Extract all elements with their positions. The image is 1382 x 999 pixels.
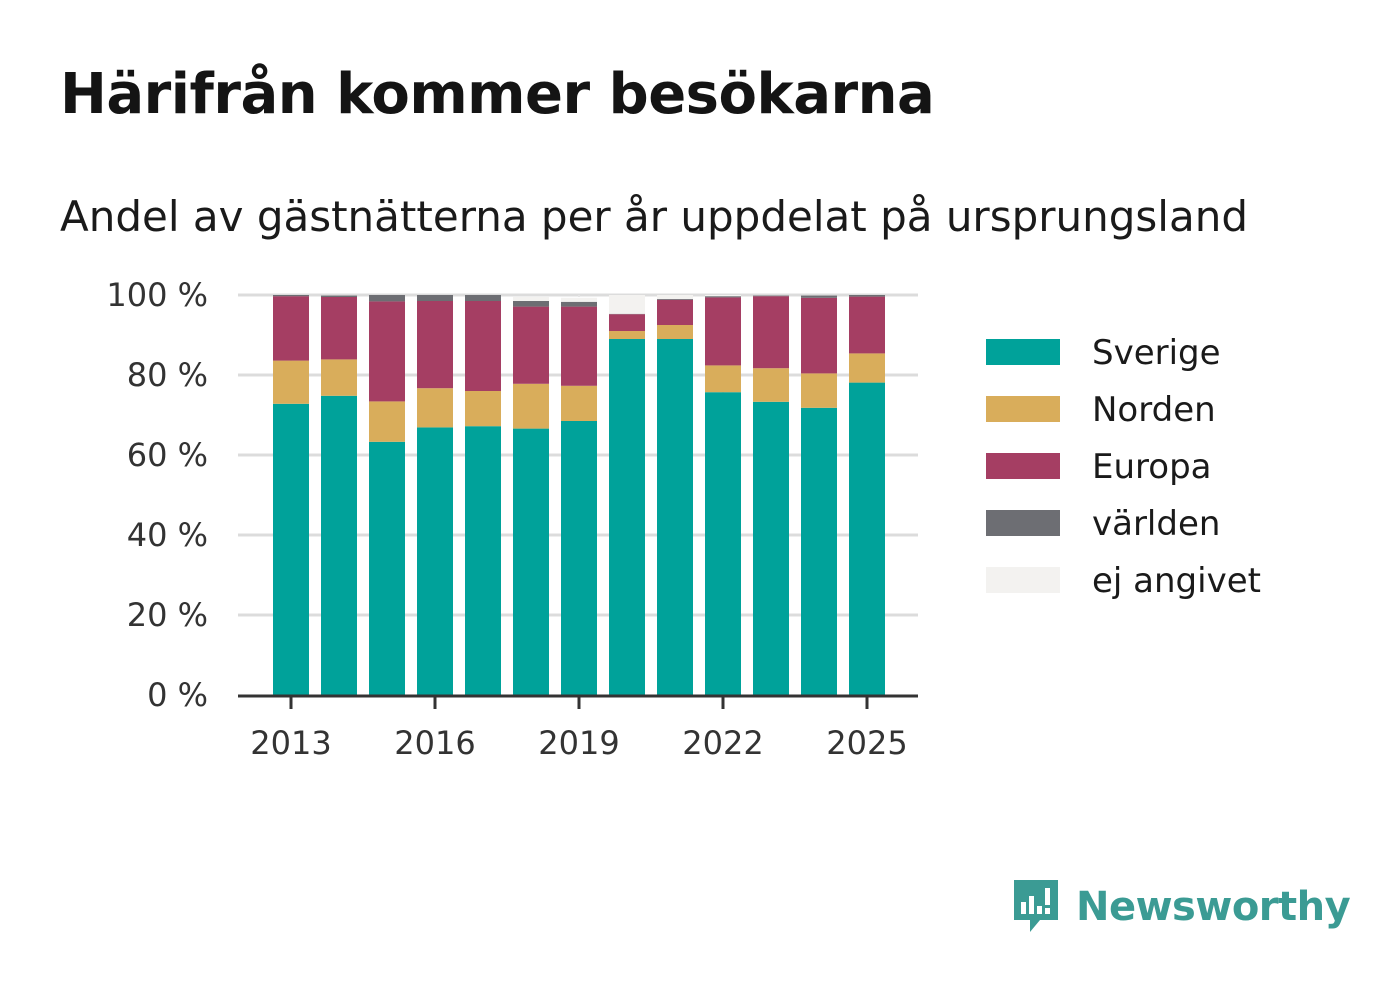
y-tick-label: 40 %: [127, 516, 208, 554]
x-tick-label: 2022: [682, 724, 763, 762]
newsworthy-brand: Newsworthy: [1010, 876, 1351, 938]
legend: Sverige Norden Europa världen ej angivet: [986, 333, 1261, 601]
x-tick-label: 2019: [538, 724, 619, 762]
bar-segment-norden: [417, 388, 453, 428]
x-tick-label: 2016: [394, 724, 475, 762]
bar-segment-ej-angivet: [657, 295, 693, 299]
bar-segment-världen: [561, 301, 597, 307]
bar-segment-världen: [321, 295, 357, 297]
bar-segment-europa: [657, 299, 693, 325]
legend-label: världen: [1092, 504, 1220, 544]
bar-segment-sverige: [849, 382, 885, 695]
bar-segment-europa: [561, 306, 597, 386]
bar-segment-sverige: [321, 395, 357, 695]
bar-segment-norden: [465, 391, 501, 427]
bar-segment-europa: [705, 297, 741, 366]
bar-segment-norden: [321, 359, 357, 396]
bar-segment-sverige: [753, 401, 789, 695]
bar-segment-ej-angivet: [513, 297, 549, 301]
bar-segment-europa: [753, 296, 789, 369]
legend-swatch: [986, 510, 1060, 536]
bar-segment-norden: [705, 365, 741, 393]
y-tick-label: 20 %: [127, 596, 208, 634]
bar-segment-norden: [849, 353, 885, 383]
x-tick-label: 2025: [826, 724, 907, 762]
bar-segment-norden: [609, 331, 645, 339]
bar-segment-europa: [609, 314, 645, 331]
legend-label: ej angivet: [1092, 561, 1261, 601]
bar-segment-sverige: [273, 403, 309, 695]
bar-segment-världen: [465, 295, 501, 301]
bar-segment-sverige: [417, 427, 453, 695]
bar-segment-norden: [561, 385, 597, 421]
bar-segment-europa: [465, 301, 501, 391]
bar-segment-sverige: [705, 392, 741, 695]
bar-segment-norden: [657, 325, 693, 339]
bar-segment-ej-angivet: [705, 295, 741, 297]
bar-segment-europa: [849, 296, 885, 354]
legend-label: Europa: [1092, 447, 1211, 487]
bar-segment-världen: [513, 301, 549, 307]
bar-segment-norden: [513, 383, 549, 429]
y-tick-label: 60 %: [127, 436, 208, 474]
legend-label: Norden: [1092, 390, 1216, 430]
newsworthy-logo-icon: [1014, 880, 1058, 932]
bar-segment-sverige: [561, 421, 597, 695]
bar-segment-världen: [273, 295, 309, 297]
y-tick-label: 0 %: [147, 676, 208, 714]
bar-segment-världen: [657, 299, 693, 300]
bar-segment-norden: [753, 368, 789, 402]
bar-segment-världen: [849, 295, 885, 297]
bars: [273, 295, 885, 695]
bar-segment-europa: [801, 297, 837, 374]
brand-name: Newsworthy: [1076, 884, 1351, 930]
bar-segment-världen: [705, 296, 741, 298]
bar-segment-sverige: [801, 407, 837, 695]
chart-subtitle: Andel av gästnätterna per år uppdelat på…: [60, 192, 1248, 241]
bar-segment-sverige: [513, 428, 549, 695]
y-tick-label: 80 %: [127, 356, 208, 394]
axes: 0 % 20 % 40 % 60 % 80 % 100 % 2013 2016 2019 2022…: [106, 276, 918, 762]
x-tick-label: 2013: [250, 724, 331, 762]
bar-segment-europa: [321, 297, 357, 360]
bar-segment-världen: [753, 295, 789, 297]
bar-segment-europa: [273, 296, 309, 361]
bar-segment-norden: [369, 401, 405, 442]
legend-swatch: [986, 567, 1060, 593]
bar-segment-världen: [417, 295, 453, 301]
legend-swatch: [986, 453, 1060, 479]
legend-swatch: [986, 339, 1060, 365]
bar-segment-norden: [273, 360, 309, 404]
bar-segment-sverige: [609, 339, 645, 695]
stacked-bar-chart: 0 % 20 % 40 % 60 % 80 % 100 % 2013 2016 2019 2022…: [106, 276, 1261, 762]
bar-segment-sverige: [657, 339, 693, 695]
bar-segment-europa: [417, 301, 453, 389]
bar-segment-europa: [369, 301, 405, 402]
bar-segment-världen: [801, 295, 837, 298]
bar-segment-ej-angivet: [609, 295, 645, 314]
legend-swatch: [986, 396, 1060, 422]
legend-label: Sverige: [1092, 333, 1221, 373]
y-tick-label: 100 %: [106, 276, 208, 314]
bar-segment-ej-angivet: [561, 297, 597, 302]
bar-segment-sverige: [465, 426, 501, 695]
bar-segment-norden: [801, 373, 837, 408]
bar-segment-europa: [513, 306, 549, 384]
bar-segment-sverige: [369, 441, 405, 695]
bar-segment-världen: [369, 295, 405, 302]
chart-title: Härifrån kommer besökarna: [60, 62, 935, 127]
